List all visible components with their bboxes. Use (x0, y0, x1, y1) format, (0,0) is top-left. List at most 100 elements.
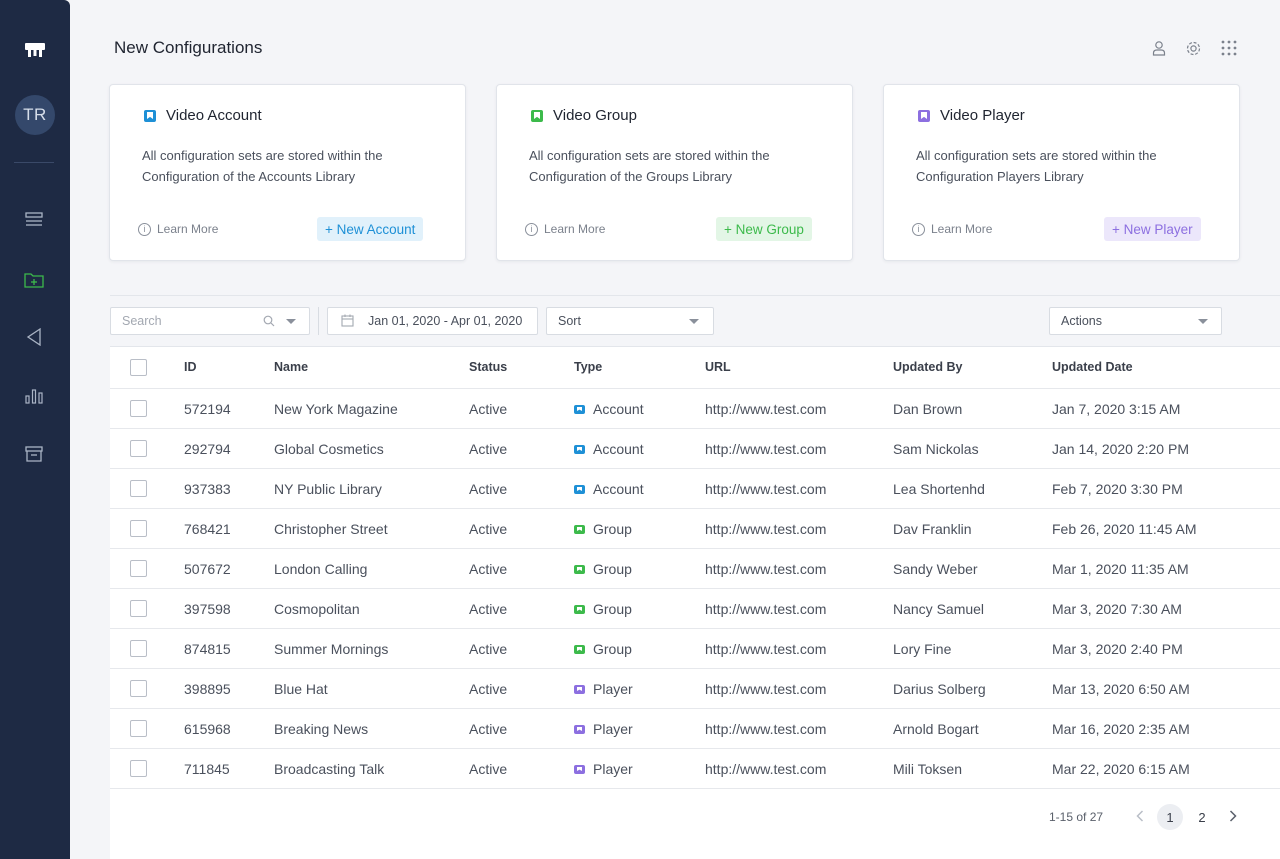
card-description: All configuration sets are stored within… (916, 148, 1157, 184)
calendar-icon (341, 314, 354, 330)
settings-icon[interactable] (1184, 39, 1202, 57)
row-checkbox[interactable] (130, 400, 147, 417)
cell-id: 572194 (184, 401, 231, 417)
user-icon[interactable] (1150, 39, 1168, 57)
cell-updated-date: Mar 22, 2020 6:15 AM (1052, 761, 1190, 777)
cell-url[interactable]: http://www.test.com (705, 401, 827, 417)
type-group-icon (574, 525, 585, 534)
table-row[interactable]: 292794 Global Cosmetics Active Account http:… (110, 428, 1280, 468)
table-bottom-border (110, 788, 1280, 789)
table-row[interactable]: 398895 Blue Hat Active Player http://www.tes… (110, 668, 1280, 708)
cell-updated-date: Feb 26, 2020 11:45 AM (1052, 521, 1197, 537)
cell-updated-by: Lory Fine (893, 641, 952, 657)
type-label: Player (593, 761, 633, 777)
cell-url[interactable]: http://www.test.com (705, 601, 827, 617)
row-checkbox[interactable] (130, 480, 147, 497)
column-header-status[interactable]: Status (469, 360, 508, 374)
column-header-updated-by[interactable]: Updated By (893, 360, 963, 374)
bar-chart-icon[interactable] (23, 385, 45, 407)
type-label: Account (593, 401, 644, 417)
folder-plus-icon[interactable] (23, 269, 45, 291)
row-checkbox[interactable] (130, 600, 147, 617)
learn-more-link[interactable]: i Learn More (525, 222, 605, 236)
card-title: Video Account (166, 107, 262, 124)
table-row[interactable]: 874815 Summer Mornings Active Group http://w… (110, 628, 1280, 668)
cell-url[interactable]: http://www.test.com (705, 521, 827, 537)
table-row[interactable]: 615968 Breaking News Active Player http://ww… (110, 708, 1280, 748)
new-player-button[interactable]: + New Player (1104, 217, 1201, 241)
cell-name: Summer Mornings (274, 641, 389, 657)
cell-updated-date: Mar 3, 2020 7:30 AM (1052, 601, 1182, 617)
type-label: Account (593, 441, 644, 457)
cell-url[interactable]: http://www.test.com (705, 441, 827, 457)
avatar[interactable]: TR (15, 95, 55, 135)
table-row[interactable]: 937383 NY Public Library Active Account http… (110, 468, 1280, 508)
cell-url[interactable]: http://www.test.com (705, 681, 827, 697)
type-account-icon (574, 445, 585, 454)
actions-dropdown[interactable]: Actions (1049, 307, 1222, 335)
chevron-down-icon[interactable] (286, 319, 296, 324)
next-page-icon[interactable] (1225, 808, 1241, 824)
logo-icon[interactable] (23, 39, 47, 61)
apps-grid-icon[interactable] (1220, 39, 1238, 57)
search-icon (263, 315, 275, 330)
previous-page-icon[interactable] (1132, 808, 1148, 824)
cell-type: Account (574, 401, 644, 417)
list-icon[interactable] (23, 209, 45, 231)
row-checkbox[interactable] (130, 520, 147, 537)
column-header-name[interactable]: Name (274, 360, 309, 374)
new-account-button[interactable]: + New Account (317, 217, 424, 241)
cell-name: Global Cosmetics (274, 441, 384, 457)
page-2-button[interactable]: 2 (1198, 809, 1206, 825)
cell-updated-date: Feb 7, 2020 3:30 PM (1052, 481, 1183, 497)
cell-updated-date: Mar 3, 2020 2:40 PM (1052, 641, 1183, 657)
table-row[interactable]: 768421 Christopher Street Active Group http:… (110, 508, 1280, 548)
cell-url[interactable]: http://www.test.com (705, 641, 827, 657)
sidebar: TR (0, 0, 70, 859)
column-header-type[interactable]: Type (574, 360, 603, 374)
date-range-picker[interactable]: Jan 01, 2020 - Apr 01, 2020 (327, 307, 538, 335)
cell-url[interactable]: http://www.test.com (705, 481, 827, 497)
select-all-checkbox[interactable] (130, 359, 147, 376)
type-label: Group (593, 561, 632, 577)
cell-updated-by: Nancy Samuel (893, 601, 985, 617)
cell-type: Group (574, 521, 632, 537)
column-header-updated-date[interactable]: Updated Date (1052, 360, 1133, 374)
cell-updated-by: Dav Franklin (893, 521, 972, 537)
cell-updated-date: Mar 16, 2020 2:35 AM (1052, 721, 1190, 737)
row-checkbox[interactable] (130, 440, 147, 457)
cell-updated-by: Sam Nickolas (893, 441, 979, 457)
archive-icon[interactable] (23, 443, 45, 465)
column-header-id[interactable]: ID (184, 360, 197, 374)
page-1-button[interactable]: 1 (1157, 804, 1183, 830)
info-icon: i (525, 222, 538, 236)
cell-url[interactable]: http://www.test.com (705, 761, 827, 777)
cell-url[interactable]: http://www.test.com (705, 721, 827, 737)
new-group-button[interactable]: + New Group (716, 217, 812, 241)
row-checkbox[interactable] (130, 680, 147, 697)
learn-more-link[interactable]: i Learn More (138, 222, 218, 236)
table-row[interactable]: 397598 Cosmopolitan Active Group http://www.… (110, 588, 1280, 628)
type-group-icon (574, 605, 585, 614)
play-triangle-icon[interactable] (23, 326, 45, 348)
cell-name: London Calling (274, 561, 368, 577)
cell-type: Group (574, 601, 632, 617)
cell-updated-by: Arnold Bogart (893, 721, 979, 737)
row-checkbox[interactable] (130, 560, 147, 577)
sort-dropdown[interactable]: Sort (546, 307, 714, 335)
row-checkbox[interactable] (130, 760, 147, 777)
table-row[interactable]: 507672 London Calling Active Group http://ww… (110, 548, 1280, 588)
page-title: New Configurations (114, 38, 263, 57)
cell-updated-date: Jan 14, 2020 2:20 PM (1052, 441, 1189, 457)
table-row[interactable]: 711845 Broadcasting Talk Active Player http:… (110, 748, 1280, 788)
column-header-url[interactable]: URL (705, 360, 731, 374)
row-checkbox[interactable] (130, 640, 147, 657)
table-row[interactable]: 572194 New York Magazine Active Account http… (110, 388, 1280, 428)
row-checkbox[interactable] (130, 720, 147, 737)
type-group-icon (574, 645, 585, 654)
pagination-range: 1-15 of 27 (1049, 810, 1104, 824)
search-input[interactable]: Search (110, 307, 310, 335)
cell-url[interactable]: http://www.test.com (705, 561, 827, 577)
card-description: All configuration sets are stored within… (529, 148, 770, 184)
learn-more-link[interactable]: i Learn More (912, 222, 992, 236)
